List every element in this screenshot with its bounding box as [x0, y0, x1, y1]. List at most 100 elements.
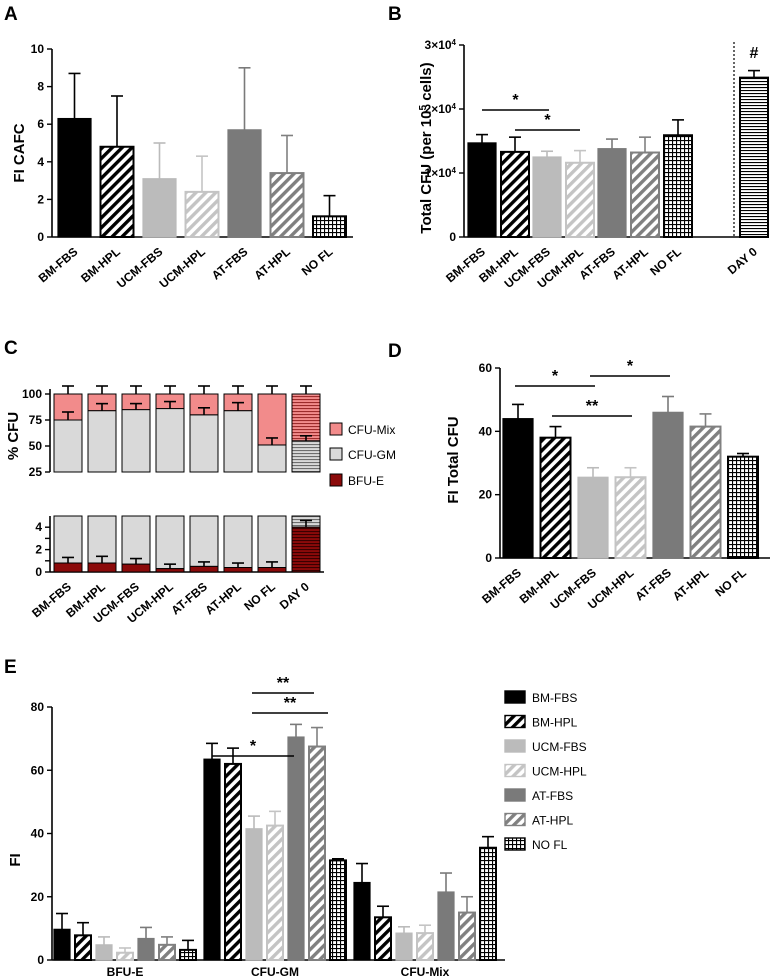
panel-c-legend-label-cfu-gm: CFU-GM — [348, 448, 396, 462]
panel-a-ytick-label: 10 — [31, 42, 45, 56]
panel-e-bar-cfu-gm-ucm-hpl — [266, 824, 284, 961]
panel-e-legend-label-no-fl: NO FL — [532, 838, 568, 852]
panel-a-ytick-label: 6 — [37, 117, 44, 131]
panel-b-xtick-at-fbs: AT-FBS — [576, 245, 618, 283]
panel-c-bar-bfu-e-ucm-fbs — [121, 563, 151, 573]
panel-d-sig-2-label: * — [627, 358, 634, 375]
panel-b-sig-1-label: * — [512, 92, 519, 109]
panel-a-bar-bm-hpl — [99, 145, 135, 238]
panel-c-xtick-day-0: DAY 0 — [277, 579, 312, 612]
panel-a-xtick-ucm-fbs: UCM-FBS — [114, 245, 165, 291]
panel-d-chart: 0204060BM-FBSBM-HPLUCM-FBSUCM-HPLAT-FBSA… — [479, 358, 770, 612]
panel-c-ytick-label-bottom: 4 — [35, 520, 42, 534]
panel-d-ytick-label: 20 — [479, 488, 493, 502]
panel-d-xtick-bm-fbs: BM-FBS — [479, 566, 524, 607]
panel-c-bar-bfu-e-at-hpl — [223, 567, 253, 573]
panel-e-sig-3-label: ** — [284, 695, 297, 712]
panel-d-bar-ucm-hpl — [614, 476, 647, 559]
panel-b-ytick-label: 2×104 — [425, 102, 457, 117]
panel-e-ylabel: FI — [7, 853, 24, 866]
panel-c-bar-cfu-gm-at-hpl — [223, 410, 253, 473]
panel-e-xtick-cfu-mix: CFU-Mix — [401, 965, 450, 979]
panel-e-sig-1-label: * — [250, 738, 257, 755]
panel-c-ytick-label: 100 — [22, 387, 42, 401]
panel-e-bar-cfu-mix-bm-hpl — [374, 916, 392, 962]
panel-label-c: C — [4, 338, 18, 359]
panel-e-legend-swatch-bm-hpl — [504, 714, 526, 729]
panel-b-bar-ucm-fbs — [532, 156, 562, 238]
panel-c-bar-bfu-e-bm-fbs — [53, 562, 83, 573]
panel-d-ytick-label: 0 — [485, 551, 492, 565]
panel-e-legend-label-ucm-fbs: UCM-FBS — [532, 740, 587, 754]
panel-c-bar-cfu-gm-at-fbs — [189, 414, 219, 473]
panel-label-e: E — [4, 657, 17, 678]
panel-c-bar-bfu-e-ucm-hpl — [155, 568, 185, 573]
panel-c-legend-swatch-cfu-mix — [329, 422, 343, 436]
panel-b-xtick-at-hpl: AT-HPL — [609, 245, 651, 283]
panel-c-bar-cfu-gm-bm-fbs — [53, 419, 83, 473]
panel-e-legend-swatch-ucm-fbs — [504, 739, 526, 753]
panel-b-ytick-label: 1×104 — [425, 166, 457, 181]
panel-e-xtick-bfu-e: BFU-E — [107, 965, 144, 979]
panel-e-bar-cfu-mix-no-fl — [479, 846, 497, 962]
panel-e-bar-bfu-e-ucm-hpl — [116, 951, 134, 962]
panel-c-ytick-label: 50 — [29, 439, 43, 453]
panel-b-bar-day-0 — [739, 76, 769, 238]
panel-e-legend-label-at-fbs: AT-FBS — [532, 789, 573, 803]
panel-d-ytick-label: 60 — [479, 361, 493, 375]
panel-d-bar-at-hpl — [689, 425, 722, 560]
panel-a-xtick-at-fbs: AT-FBS — [209, 245, 251, 283]
panel-b-chart: 01×1042×1043×104BM-FBSBM-HPLUCM-FBSUCM-H… — [425, 38, 769, 291]
panel-b-bar-ucm-hpl — [565, 161, 595, 238]
panel-b-bar-no-fl — [663, 134, 693, 239]
panel-b-ylabel: Total CFU (per 105 cells) — [418, 62, 436, 233]
panel-c-bar-bfu-e-bm-hpl — [87, 562, 117, 573]
panel-c-ylabel: % CFU — [5, 412, 22, 460]
panel-c-bar-cfu-gm-ucm-fbs — [121, 409, 151, 473]
panel-a-bar-ucm-hpl — [184, 190, 220, 239]
panel-c-ytick-label-bottom: 0 — [35, 565, 42, 579]
panel-e-bar-cfu-gm-no-fl — [329, 859, 347, 961]
panel-label-b: B — [388, 4, 402, 25]
panel-c-ytick-label-bottom: 2 — [35, 543, 42, 557]
panel-e-bar-bfu-e-bm-hpl — [74, 934, 92, 962]
panel-a-ytick-label: 2 — [37, 192, 44, 206]
panel-e-bar-cfu-gm-at-hpl — [308, 745, 326, 961]
panel-e-legend-swatch-no-fl — [504, 837, 526, 851]
panel-e-legend-swatch-bm-fbs — [504, 690, 526, 704]
panel-e-bar-cfu-mix-ucm-fbs — [395, 932, 413, 961]
panel-e-ytick-label: 0 — [37, 953, 44, 967]
panel-a-xtick-no-fl: NO FL — [299, 245, 336, 279]
panel-b-sig-2-label: * — [544, 112, 551, 129]
panel-b-bar-bm-hpl — [500, 150, 530, 239]
panel-c-bar-cfu-gm-lower-ucm-fbs — [121, 515, 151, 565]
panel-e-legend-label-bm-fbs: BM-FBS — [532, 691, 577, 705]
panel-c-legend-swatch-cfu-gm — [329, 447, 343, 461]
panel-d-ylabel: FI Total CFU — [445, 416, 462, 503]
panel-e-bar-cfu-mix-ucm-hpl — [416, 932, 434, 962]
panel-d-sig-3-label: ** — [586, 398, 599, 415]
panel-e-legend-label-ucm-hpl: UCM-HPL — [532, 765, 587, 779]
panel-a-bar-ucm-fbs — [142, 178, 177, 238]
panel-e-ytick-label: 20 — [31, 890, 45, 904]
panel-e-bar-cfu-gm-at-fbs — [287, 736, 305, 961]
panel-c-legend-swatch-bfu-e — [329, 473, 343, 487]
panel-a-ytick-label: 0 — [37, 230, 44, 244]
panel-c-bar-cfu-gm-no-fl — [257, 444, 287, 473]
panel-c-bar-cfu-gm-bm-hpl — [87, 410, 117, 473]
panel-c-bar-bfu-e-at-fbs — [189, 565, 219, 573]
panel-c-bar-cfu-gm-lower-ucm-hpl — [155, 515, 185, 570]
panel-c-bar-bfu-e-no-fl — [257, 567, 287, 573]
panel-e-bar-cfu-gm-bm-hpl — [224, 762, 242, 961]
panel-a-xtick-bm-fbs: BM-FBS — [36, 245, 81, 286]
panel-c-ytick-label: 75 — [29, 413, 43, 427]
panel-d-bar-bm-hpl — [539, 436, 572, 559]
panel-a-xtick-ucm-hpl: UCM-HPL — [157, 245, 208, 291]
panel-e-bar-bfu-e-at-hpl — [158, 943, 176, 962]
panel-c-bar-cfu-gm-day-0 — [291, 440, 321, 473]
panel-b-xtick-no-fl: NO FL — [647, 245, 684, 279]
panel-d-bar-bm-fbs — [502, 418, 534, 559]
panel-e-bar-bfu-e-bm-fbs — [53, 928, 71, 961]
